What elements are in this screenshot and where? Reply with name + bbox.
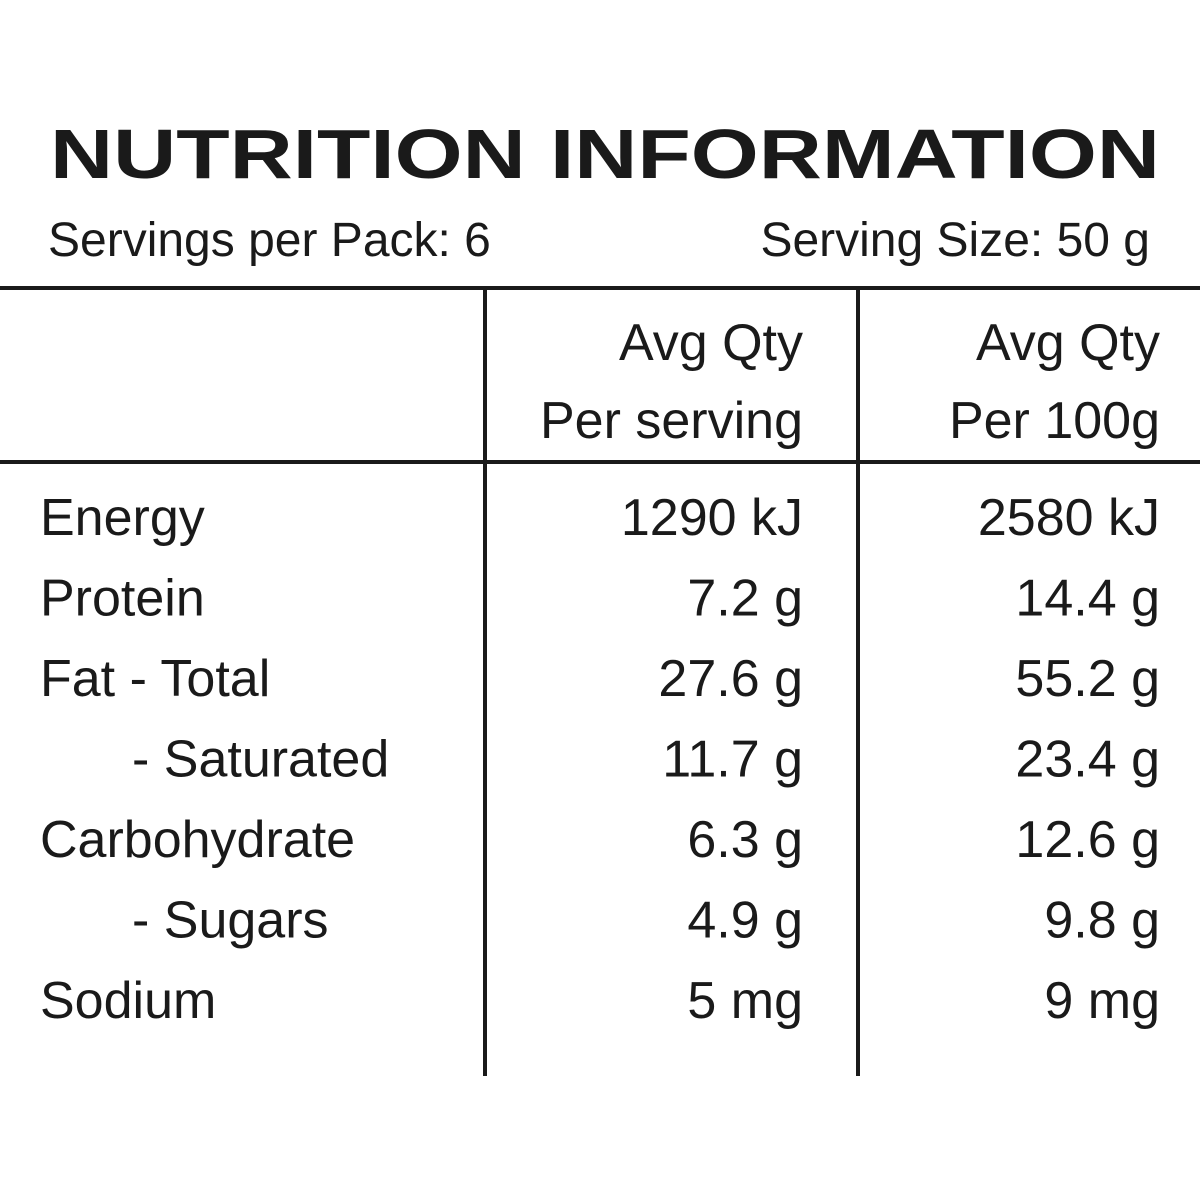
nutrient-label: - Sugars bbox=[132, 892, 329, 950]
column-header: Per serving bbox=[540, 392, 803, 450]
per-100g-value: 12.6 g bbox=[1015, 811, 1160, 869]
serving-size: Serving Size: 50 g bbox=[760, 214, 1150, 267]
title: NUTRITION INFORMATION bbox=[50, 115, 1160, 193]
column-header: Avg Qty bbox=[976, 314, 1160, 372]
per-100g-value: 55.2 g bbox=[1015, 650, 1160, 708]
per-serving-value: 11.7 g bbox=[662, 731, 803, 789]
per-serving-value: 27.6 g bbox=[658, 650, 803, 708]
per-100g-value: 2580 kJ bbox=[978, 489, 1160, 547]
servings-per-pack: Servings per Pack: 6 bbox=[48, 214, 491, 267]
per-100g-value: 14.4 g bbox=[1015, 570, 1160, 628]
per-serving-value: 5 mg bbox=[687, 972, 803, 1030]
per-100g-value: 23.4 g bbox=[1015, 731, 1160, 789]
column-header: Avg Qty bbox=[619, 314, 803, 372]
per-serving-value: 7.2 g bbox=[687, 570, 803, 628]
per-100g-value: 9 mg bbox=[1044, 972, 1160, 1030]
column-header: Per 100g bbox=[949, 392, 1160, 450]
nutrient-label: - Saturated bbox=[132, 731, 389, 789]
nutrient-label: Carbohydrate bbox=[40, 811, 355, 869]
per-serving-value: 1290 kJ bbox=[621, 489, 803, 547]
nutrient-label: Energy bbox=[40, 489, 205, 547]
per-serving-value: 4.9 g bbox=[687, 892, 803, 950]
per-serving-value: 6.3 g bbox=[687, 811, 803, 869]
nutrient-label: Sodium bbox=[40, 972, 216, 1030]
nutrient-label: Fat - Total bbox=[40, 650, 270, 708]
nutrient-label: Protein bbox=[40, 570, 205, 628]
per-100g-value: 9.8 g bbox=[1044, 892, 1160, 950]
